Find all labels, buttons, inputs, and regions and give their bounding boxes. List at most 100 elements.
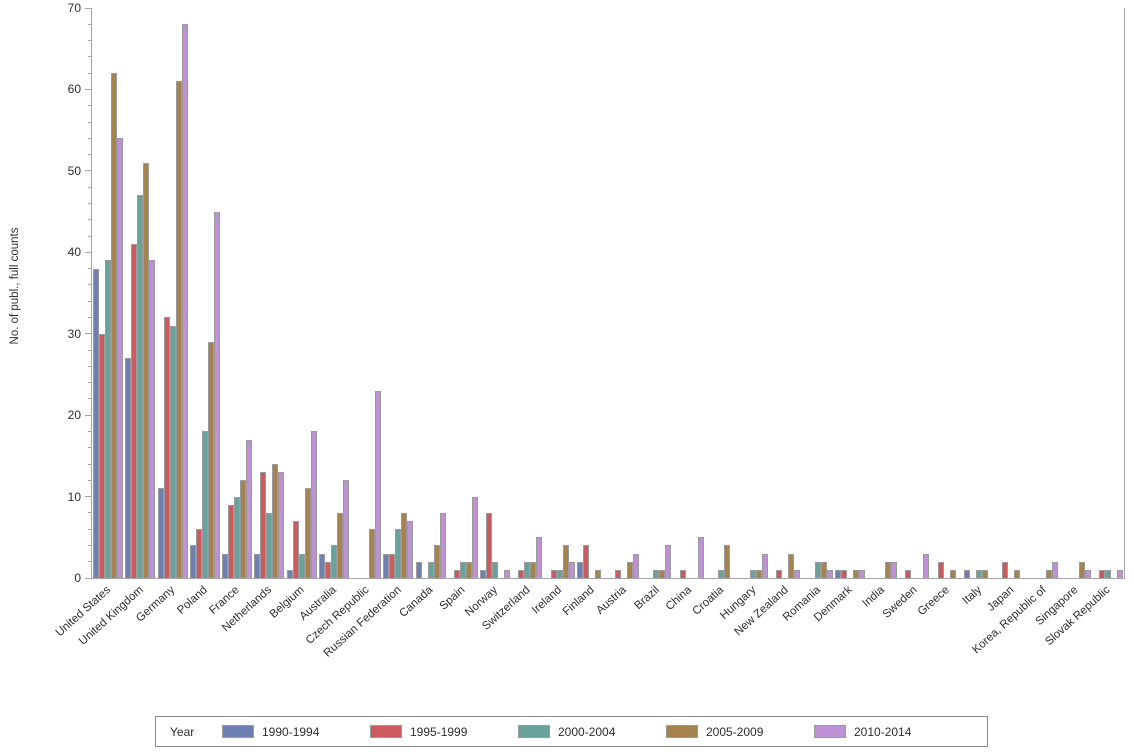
bar — [330, 545, 337, 578]
bar — [776, 569, 783, 578]
legend-label: 2000-2004 — [558, 724, 616, 739]
y-axis-tick-label: 0 — [74, 571, 81, 585]
bar — [401, 512, 408, 578]
bar — [272, 464, 279, 578]
y-axis-tick-label: 20 — [67, 408, 81, 423]
y-axis-minor-tick — [88, 284, 91, 286]
bar — [834, 569, 841, 578]
x-axis-label-text: Italy — [960, 584, 984, 608]
legend-swatch-1990-1994 — [222, 725, 254, 738]
bar — [318, 553, 325, 578]
bar — [240, 480, 247, 578]
bar — [157, 488, 164, 578]
bar-group-japan — [995, 8, 1027, 578]
y-axis-minor-tick — [88, 56, 91, 58]
bar — [750, 569, 757, 578]
y-axis-minor-tick — [88, 349, 91, 351]
bar — [826, 569, 833, 578]
bar — [234, 496, 241, 578]
y-axis-minor-tick — [88, 40, 91, 42]
bar — [310, 431, 317, 578]
bar — [756, 569, 763, 578]
y-axis-tick — [85, 251, 91, 253]
bar — [852, 569, 859, 578]
bar — [594, 569, 601, 578]
bar — [762, 553, 769, 578]
y-axis-minor-tick — [88, 382, 91, 384]
legend-label: 1995-1999 — [410, 724, 468, 739]
y-axis-tick-label: 60 — [67, 82, 81, 97]
bar — [207, 341, 214, 578]
y-axis-minor-tick — [88, 72, 91, 74]
bar — [439, 512, 446, 578]
y-axis-tick — [85, 414, 91, 416]
bar — [143, 162, 150, 578]
y-axis-minor-tick — [88, 300, 91, 302]
legend-entry: 2010-2014 — [814, 725, 962, 739]
bar — [195, 529, 202, 578]
bar-group-germany — [157, 8, 189, 578]
bar — [697, 537, 704, 578]
bar — [1098, 569, 1105, 578]
y-axis-minor-tick — [88, 544, 91, 546]
bar — [891, 561, 898, 578]
bar — [1104, 569, 1111, 578]
y-axis-tick — [85, 577, 91, 579]
legend-entry: 1995-1999 — [370, 725, 518, 739]
bar — [1002, 561, 1009, 578]
y-axis-tick — [85, 333, 91, 335]
y-axis-minor-tick — [88, 316, 91, 318]
bar — [905, 569, 912, 578]
x-axis-label-text: United States — [53, 584, 114, 640]
x-axis-label-text: Poland — [175, 584, 210, 617]
bar — [292, 521, 299, 578]
bar-group-russian-federation — [382, 8, 414, 578]
bar-group-slovak-republic — [1092, 8, 1124, 578]
y-axis-minor-tick — [88, 202, 91, 204]
bar-group-united-states — [92, 8, 124, 578]
bar — [659, 569, 666, 578]
bar — [550, 569, 557, 578]
bar — [653, 569, 660, 578]
x-axis-label-text: Brazil — [631, 584, 662, 613]
bar — [794, 569, 801, 578]
bar-group-poland — [189, 8, 221, 578]
bar-group-croatia — [705, 8, 737, 578]
y-axis-minor-tick — [88, 154, 91, 156]
bar — [471, 496, 478, 578]
bar — [504, 569, 511, 578]
bar-group-new-zealand — [769, 8, 801, 578]
legend-label: 2010-2014 — [854, 724, 912, 739]
bar — [492, 561, 499, 578]
y-axis-minor-tick — [88, 561, 91, 563]
bar — [99, 333, 106, 578]
x-axis-label-text: China — [663, 584, 694, 614]
bar — [627, 561, 634, 578]
bar — [480, 569, 487, 578]
legend: Year 1990-1994 1995-1999 2000-2004 2005-… — [155, 716, 988, 747]
bar — [814, 561, 821, 578]
bar-group-italy — [963, 8, 995, 578]
bar — [518, 569, 525, 578]
bar — [981, 569, 988, 578]
bar — [304, 488, 311, 578]
y-axis-minor-tick — [88, 23, 91, 25]
bar — [459, 561, 466, 578]
plot-area — [91, 8, 1125, 579]
bar — [131, 244, 138, 578]
bar — [260, 472, 267, 578]
bar — [1078, 561, 1085, 578]
bar — [93, 268, 100, 578]
y-axis-minor-tick — [88, 137, 91, 139]
y-axis-minor-tick — [88, 528, 91, 530]
bar — [556, 569, 563, 578]
bar — [665, 545, 672, 578]
y-axis-tick — [85, 88, 91, 90]
bar — [181, 24, 188, 578]
bar-group-australia — [318, 8, 350, 578]
bar-group-hungary — [737, 8, 769, 578]
bar — [453, 569, 460, 578]
bar — [524, 561, 531, 578]
legend-entry: 1990-1994 — [222, 725, 370, 739]
